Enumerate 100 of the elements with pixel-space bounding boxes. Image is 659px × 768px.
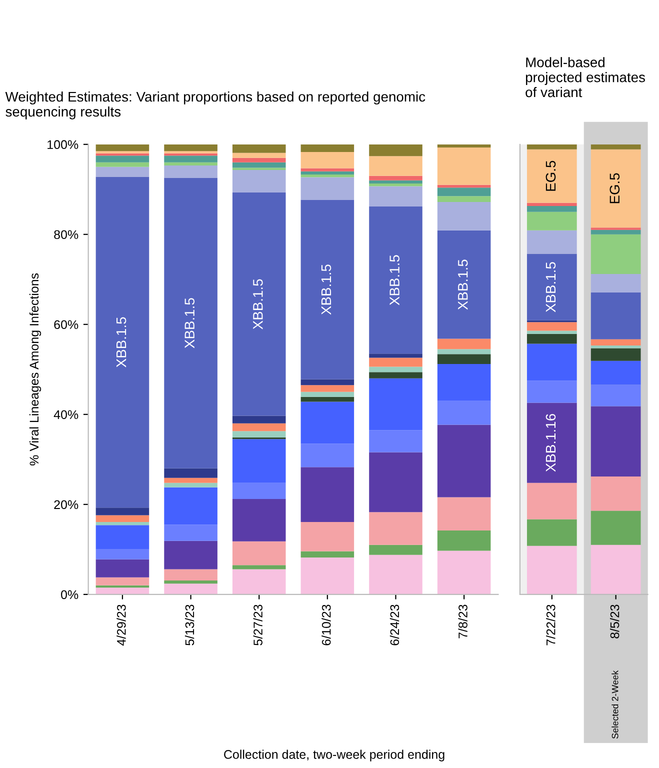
bar (232, 569, 286, 594)
bar (96, 522, 150, 526)
bar (232, 431, 286, 438)
bar (590, 384, 641, 406)
bar (526, 212, 577, 230)
bar (369, 156, 422, 176)
bar (437, 184, 491, 188)
bar (232, 158, 286, 162)
bar (437, 202, 491, 230)
data-label: EG.5 (546, 160, 556, 191)
bar (164, 156, 218, 162)
data-label: XBB.1.5 (321, 264, 332, 315)
bar (437, 338, 491, 350)
bar (96, 549, 150, 560)
bar (300, 522, 354, 552)
bar (164, 487, 218, 525)
bar (164, 162, 218, 166)
bar (300, 467, 354, 522)
bar (590, 544, 641, 594)
data-label: XBB.1.5 (546, 262, 556, 312)
bar (526, 334, 577, 344)
bar (437, 364, 491, 401)
bar (590, 510, 641, 545)
bar (526, 482, 577, 520)
bar (369, 512, 422, 545)
x-tick-label: 6/10/23 (322, 604, 331, 646)
bar (164, 524, 218, 541)
bar (164, 166, 218, 178)
bar (300, 402, 354, 444)
bar (590, 144, 641, 150)
bar (526, 546, 577, 594)
bar (526, 519, 577, 546)
y-tick-label: 100% (48, 140, 78, 150)
bar (526, 330, 577, 334)
bar (164, 540, 218, 570)
bar (369, 378, 422, 430)
bar (96, 588, 150, 594)
bar (369, 186, 422, 206)
bar (437, 424, 491, 498)
bar (232, 439, 286, 483)
bar (437, 349, 491, 354)
y-tick-label: 80% (54, 230, 78, 240)
bar (369, 206, 422, 354)
bar (164, 569, 218, 580)
bar (300, 171, 354, 175)
bar (526, 206, 577, 212)
bar (232, 152, 286, 158)
bar (526, 202, 577, 206)
bar (164, 478, 218, 483)
bar (232, 565, 286, 570)
bar (232, 162, 286, 168)
bar (590, 476, 641, 511)
y-tick-label: 40% (54, 410, 78, 420)
data-label: XBB.1.16 (546, 414, 556, 472)
bar (526, 344, 577, 381)
x-axis-title: Collection date, two-week period ending (224, 750, 444, 762)
bar (96, 162, 150, 167)
bar (300, 551, 354, 558)
bar (369, 180, 422, 184)
bar (369, 544, 422, 555)
y-axis-title: % Viral Lineages Among Infections (29, 273, 42, 466)
bar (369, 358, 422, 367)
chart-title: Weighted Estimates: Variant proportions based on reported genomic sequencing results (5, 91, 426, 120)
bar (369, 144, 422, 156)
bar (437, 530, 491, 551)
bar (96, 508, 150, 516)
bar (300, 396, 354, 402)
bar (96, 144, 150, 152)
bar (164, 482, 218, 488)
bar (437, 144, 491, 148)
bar (300, 174, 354, 178)
bar (590, 360, 641, 385)
bar (300, 558, 354, 594)
bar (437, 400, 491, 425)
bar (300, 385, 354, 392)
bar (590, 348, 641, 361)
bar (164, 580, 218, 584)
bar (300, 444, 354, 468)
bar (526, 144, 577, 150)
bar (369, 176, 422, 180)
bar (300, 379, 354, 386)
bar (369, 452, 422, 512)
bar (232, 170, 286, 193)
bar (369, 554, 422, 594)
bar (232, 482, 286, 500)
bar (590, 292, 641, 340)
bar (590, 346, 641, 348)
bar (96, 156, 150, 162)
bar (232, 423, 286, 432)
bar (96, 176, 150, 508)
bar (232, 541, 286, 566)
bar (164, 178, 218, 468)
y-tick-label: 60% (54, 320, 78, 330)
bar (590, 234, 641, 274)
bar (300, 177, 354, 200)
bar (526, 230, 577, 254)
x-tick-label: 5/27/23 (253, 604, 262, 646)
bar (437, 230, 491, 339)
bar (590, 149, 641, 228)
bar (164, 468, 218, 478)
